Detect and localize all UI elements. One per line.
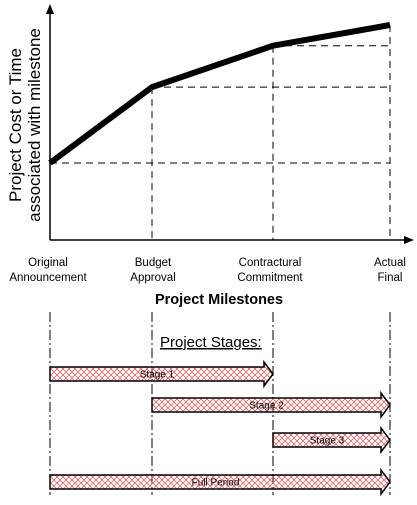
milestone-label-announcement: Announcement [9,272,87,284]
x-axis-title: Project Milestones [155,292,283,308]
dashed-guides [49,25,391,495]
milestone-label-commitment: Commitment [237,272,303,284]
stage-bar-2: Stage 2 [151,390,391,420]
stage-bar-1: Stage 1 [49,359,274,389]
milestone-labels: Original Announcement Budget Approval Co… [9,257,406,284]
stages-title: Project Stages: [160,334,262,351]
x-axis-arrowhead [404,236,414,244]
milestone-label-original: Original [28,257,68,269]
stage-bar-2-label: Stage 2 [249,401,284,412]
milestone-label-contractural: Contractural [239,257,302,269]
y-axis-label-line1: Project Cost or Time [6,48,25,202]
milestone-label-approval: Approval [130,272,175,284]
y-axis-label-line2: associated with milestone [25,28,44,222]
stage-bar-full-period-label: Full Period [192,478,240,489]
milestone-label-actual: Actual [374,257,406,269]
cost-curve-line [48,22,391,166]
milestone-label-final: Final [378,272,403,284]
stage-bar-3: Stage 3 [272,425,391,455]
milestone-label-budget: Budget [135,257,172,269]
stage-bar-full-period: Full Period [49,467,391,497]
stage-bar-1-label: Stage 1 [140,370,175,381]
stage-bars: Stage 1 Stage 2 Stage 3 Full Period [49,359,391,497]
y-axis-arrowhead [46,4,54,14]
cost-curve [48,22,391,166]
stage-bar-3-label: Stage 3 [310,436,345,447]
